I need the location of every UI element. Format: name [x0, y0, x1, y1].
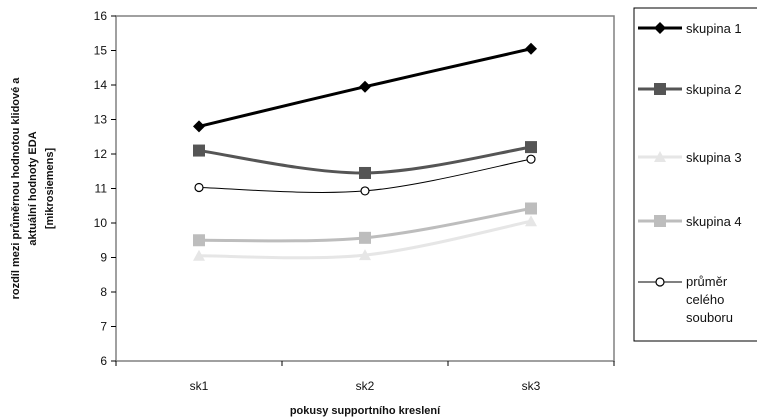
data-point-series-1: [193, 120, 205, 133]
data-point-series-1: [359, 80, 371, 93]
data-point-series-3: [193, 249, 205, 261]
data-point-series-5: [526, 154, 536, 164]
legend-marker: [654, 22, 666, 34]
legend-label: průměr: [686, 274, 728, 289]
y-axis-title-line: [mikrosiemens]: [44, 148, 56, 230]
data-point-series-4: [359, 231, 371, 244]
x-axis-title: pokusy supportního kreslení: [290, 405, 441, 417]
y-tick-label: 10: [94, 216, 108, 230]
data-point-series-2: [359, 166, 371, 179]
data-point-series-2: [525, 141, 537, 154]
data-point-series-4: [525, 202, 537, 215]
y-tick-label: 16: [94, 9, 108, 23]
y-axis-title-line: rozdíl mezi průměrnou hodnotou klidové a: [10, 77, 22, 300]
legend-label: skupina 1: [686, 21, 742, 36]
legend-marker: [654, 215, 666, 227]
legend-box: [633, 7, 757, 342]
y-axis-title-line: aktuální hodnoty EDA: [27, 131, 39, 245]
legend-label: souboru: [686, 310, 733, 325]
legend-marker: [655, 277, 665, 287]
x-tick-label: sk2: [356, 379, 375, 393]
y-tick-label: 14: [94, 78, 108, 92]
legend-marker: [654, 151, 666, 162]
x-tick-label: sk3: [522, 379, 541, 393]
data-point-series-2: [193, 144, 205, 157]
data-point-series-5: [360, 186, 370, 196]
legend-label: skupina 4: [686, 214, 742, 229]
y-tick-label: 9: [100, 251, 107, 265]
legend-marker: [654, 83, 666, 95]
y-tick-label: 6: [100, 354, 107, 368]
y-tick-label: 13: [94, 113, 108, 127]
x-tick-label: sk1: [190, 379, 209, 393]
data-point-series-3: [359, 249, 371, 261]
y-tick-label: 12: [94, 147, 108, 161]
legend-label: skupina 2: [686, 82, 742, 97]
y-tick-label: 7: [100, 320, 107, 334]
y-tick-label: 11: [95, 182, 108, 196]
data-point-series-3: [525, 215, 537, 227]
y-tick-label: 8: [100, 285, 107, 299]
data-point-series-4: [193, 234, 205, 247]
legend-label: skupina 3: [686, 150, 742, 165]
legend-label: celého: [686, 292, 724, 307]
data-point-series-5: [194, 182, 204, 193]
y-tick-label: 15: [94, 44, 108, 58]
data-point-series-1: [525, 42, 537, 55]
